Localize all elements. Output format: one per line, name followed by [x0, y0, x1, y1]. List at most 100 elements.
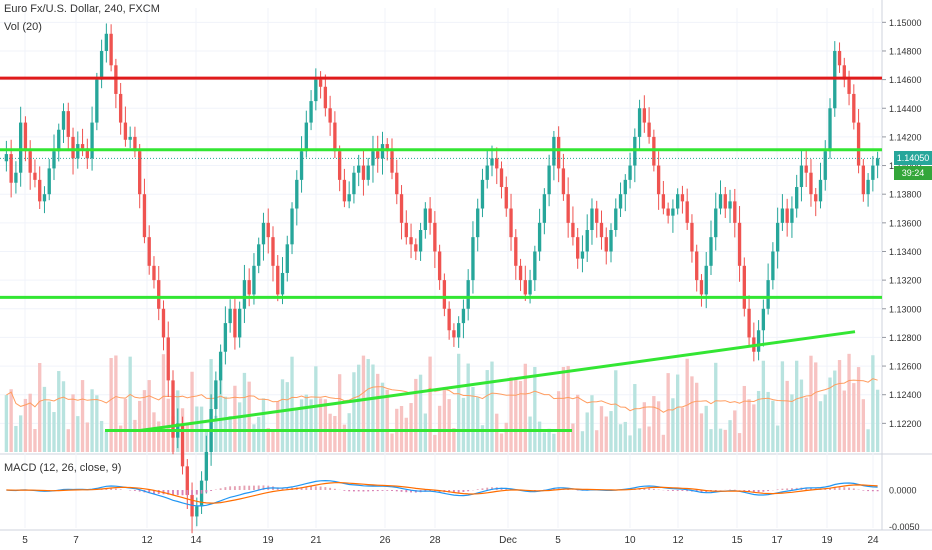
- volume-bar: [633, 384, 637, 452]
- candle-body: [309, 101, 313, 123]
- candle-body: [390, 151, 394, 173]
- volume-bar: [14, 425, 18, 452]
- volume-indicator-label: Vol (20): [4, 21, 42, 33]
- candle-body: [280, 272, 285, 295]
- volume-bar: [504, 422, 508, 452]
- candle-body: [99, 50, 104, 80]
- candle-body: [223, 323, 228, 352]
- volume-bar: [276, 401, 280, 452]
- volume-bar: [642, 402, 647, 452]
- volume-bar: [333, 415, 337, 452]
- candle-body: [576, 237, 580, 259]
- volume-bar: [723, 429, 727, 452]
- candle-body: [528, 280, 532, 295]
- volume-bar: [618, 424, 623, 452]
- volume-bar: [38, 362, 42, 452]
- candle-body: [414, 244, 418, 252]
- candle-body: [23, 122, 28, 152]
- candle-body: [323, 86, 328, 109]
- volume-bar: [218, 362, 223, 452]
- volume-bar: [514, 377, 518, 452]
- price-tick-label: 1.12400: [889, 390, 922, 400]
- candle-body: [804, 165, 808, 173]
- candle-body: [233, 308, 237, 338]
- volume-bar: [728, 420, 732, 452]
- candle-body: [166, 337, 170, 381]
- candle-body: [504, 187, 508, 209]
- last-price-tag: 1.14050: [894, 151, 932, 165]
- candle-body: [85, 148, 89, 159]
- time-tick-label: 19: [821, 535, 833, 546]
- volume-bar: [109, 358, 113, 452]
- candle-body: [675, 194, 680, 209]
- time-tick-label: 21: [310, 535, 322, 546]
- volume-bar: [214, 415, 218, 452]
- volume-bar: [423, 413, 428, 452]
- time-tick-label: 15: [731, 535, 743, 546]
- volume-bar: [447, 399, 451, 452]
- candle-body: [866, 179, 870, 195]
- volume-bar: [756, 390, 761, 452]
- volume-bar: [814, 362, 818, 452]
- macd-indicator-label: MACD (12, 26, close, 9): [4, 462, 122, 474]
- volume-bar: [704, 405, 708, 452]
- candle-body: [566, 194, 570, 223]
- volume-bar: [337, 374, 342, 452]
- candle-body: [252, 265, 256, 295]
- candle-body: [561, 168, 566, 195]
- candle-body: [90, 122, 94, 159]
- candle-body: [499, 168, 504, 188]
- volume-bar: [795, 360, 799, 452]
- candle-body: [28, 151, 32, 173]
- volume-bar: [533, 366, 537, 452]
- time-tick-label: 24: [867, 535, 879, 546]
- volume-bar: [257, 417, 261, 452]
- candle-body: [537, 222, 542, 252]
- volume-bar: [314, 366, 318, 452]
- candle-body: [138, 151, 142, 195]
- candle-body: [195, 506, 199, 517]
- volume-bar: [242, 372, 247, 452]
- volume-bar: [118, 425, 123, 452]
- volume-bar: [361, 355, 366, 452]
- candle-body: [847, 79, 851, 94]
- time-tick-label: 14: [190, 535, 202, 546]
- candle-body: [495, 158, 499, 169]
- volume-bar: [4, 395, 9, 452]
- volume-bar: [595, 430, 599, 452]
- price-tick-label: 1.12200: [889, 419, 922, 429]
- candle-body: [409, 237, 413, 245]
- price-tick-label: 1.13200: [889, 276, 922, 286]
- volume-bar: [552, 433, 556, 452]
- candle-body: [38, 179, 42, 202]
- signal-line: [6, 481, 878, 504]
- candle-body: [104, 33, 109, 51]
- candle-body: [699, 280, 704, 295]
- time-tick-label: 5: [555, 535, 561, 546]
- volume-bar: [775, 425, 780, 452]
- candle-body: [357, 165, 361, 173]
- volume-bar: [590, 395, 594, 452]
- volume-bar: [528, 416, 532, 452]
- candle-body: [185, 466, 189, 495]
- candle-body: [180, 423, 185, 467]
- candle-body: [242, 280, 247, 309]
- volume-bar: [9, 389, 13, 452]
- volume-bar: [566, 365, 570, 452]
- price-tick-label: 1.13400: [889, 247, 922, 257]
- volume-bar: [761, 360, 766, 452]
- volume-bar: [647, 426, 651, 452]
- candle-body: [109, 33, 113, 66]
- rising-trendline: [139, 330, 856, 433]
- volume-bar: [637, 428, 642, 452]
- volume-bar: [190, 371, 194, 452]
- volume-bar: [318, 398, 323, 452]
- volume-bar: [114, 355, 118, 452]
- volume-bar: [342, 424, 347, 452]
- volume-bar: [523, 363, 527, 452]
- candle-body: [57, 129, 61, 152]
- volume-bar: [409, 403, 413, 452]
- candle-body: [761, 308, 766, 331]
- time-tick-label: 26: [379, 535, 391, 546]
